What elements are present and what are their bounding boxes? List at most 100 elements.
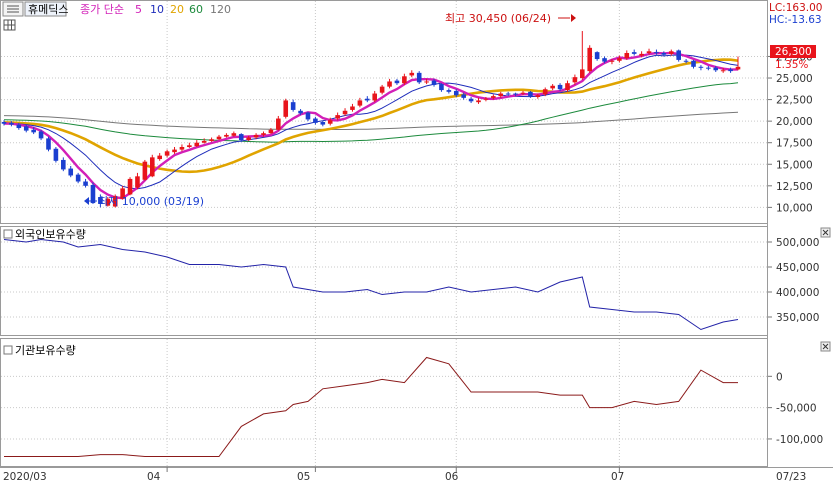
candle[interactable] xyxy=(187,142,192,148)
foreign-panel-toggle-icon[interactable] xyxy=(3,229,13,239)
candle[interactable] xyxy=(587,45,593,73)
candle[interactable] xyxy=(476,97,481,104)
candle[interactable] xyxy=(550,84,555,91)
candle[interactable] xyxy=(535,93,541,99)
institution-close-icon[interactable] xyxy=(820,341,831,352)
candle[interactable] xyxy=(290,99,296,112)
candle[interactable] xyxy=(372,90,378,103)
candle[interactable] xyxy=(246,135,251,141)
candle[interactable] xyxy=(357,97,363,108)
candle[interactable] xyxy=(698,65,704,71)
candle[interactable] xyxy=(283,98,289,119)
ma-period-10[interactable]: 10 xyxy=(150,3,164,16)
candle[interactable] xyxy=(439,83,444,92)
candle[interactable] xyxy=(468,96,474,104)
candle[interactable] xyxy=(305,111,311,122)
candle[interactable] xyxy=(520,90,526,96)
candle[interactable] xyxy=(542,87,548,97)
candle[interactable] xyxy=(105,197,111,207)
candle[interactable] xyxy=(238,133,244,142)
candle[interactable] xyxy=(127,177,133,196)
ma-period-60[interactable]: 60 xyxy=(189,3,203,16)
candle[interactable] xyxy=(98,194,103,208)
candle[interactable] xyxy=(142,159,148,181)
candle[interactable] xyxy=(609,59,615,65)
candle[interactable] xyxy=(120,185,125,200)
candle[interactable] xyxy=(164,149,170,158)
candle[interactable] xyxy=(557,83,563,91)
candle[interactable] xyxy=(691,59,696,69)
candle[interactable] xyxy=(617,55,622,63)
candle[interactable] xyxy=(261,131,266,137)
candle[interactable] xyxy=(639,51,644,58)
candle[interactable] xyxy=(431,78,437,87)
candle[interactable] xyxy=(194,140,200,148)
candle[interactable] xyxy=(298,109,303,116)
candle[interactable] xyxy=(16,122,22,130)
candle[interactable] xyxy=(46,136,51,152)
candle[interactable] xyxy=(9,121,14,127)
candle[interactable] xyxy=(713,65,719,72)
candle[interactable] xyxy=(1,120,7,126)
candle[interactable] xyxy=(706,65,711,71)
candle[interactable] xyxy=(216,134,222,141)
candle[interactable] xyxy=(157,153,162,161)
candle[interactable] xyxy=(379,84,385,95)
candle[interactable] xyxy=(172,147,177,154)
candle[interactable] xyxy=(327,117,333,126)
candle[interactable] xyxy=(528,90,533,98)
candle[interactable] xyxy=(350,103,355,112)
candle[interactable] xyxy=(75,172,81,184)
candle[interactable] xyxy=(342,108,348,116)
candle[interactable] xyxy=(572,74,578,85)
candle[interactable] xyxy=(112,194,118,208)
candle[interactable] xyxy=(646,48,652,55)
candle[interactable] xyxy=(209,137,214,142)
candle[interactable] xyxy=(61,157,66,172)
candle[interactable] xyxy=(461,92,466,100)
candle[interactable] xyxy=(654,49,659,55)
candle[interactable] xyxy=(683,59,689,64)
stock-name-box[interactable] xyxy=(24,1,67,17)
candle[interactable] xyxy=(602,56,607,64)
candle[interactable] xyxy=(661,51,667,57)
candle[interactable] xyxy=(565,80,570,92)
candle[interactable] xyxy=(631,49,637,56)
candle[interactable] xyxy=(446,88,452,94)
candle[interactable] xyxy=(224,133,229,138)
candle[interactable] xyxy=(313,116,318,125)
candle[interactable] xyxy=(728,67,733,73)
candle[interactable] xyxy=(268,128,274,135)
candle[interactable] xyxy=(402,73,407,85)
candle[interactable] xyxy=(135,172,140,190)
ma-period-20[interactable]: 20 xyxy=(170,3,184,16)
candle[interactable] xyxy=(320,121,326,127)
candle[interactable] xyxy=(409,70,415,78)
candle[interactable] xyxy=(387,78,392,89)
candle[interactable] xyxy=(364,96,370,103)
candle[interactable] xyxy=(624,50,630,60)
ma-period-5[interactable]: 5 xyxy=(135,3,142,16)
candle[interactable] xyxy=(179,144,185,152)
candle[interactable] xyxy=(676,49,681,62)
candle[interactable] xyxy=(416,71,422,85)
candle[interactable] xyxy=(38,129,44,141)
candle[interactable] xyxy=(83,178,88,188)
candle[interactable] xyxy=(505,91,511,97)
institution-panel-toggle-icon[interactable] xyxy=(3,345,13,355)
candle[interactable] xyxy=(23,124,29,133)
candle[interactable] xyxy=(253,133,259,140)
candle[interactable] xyxy=(483,96,489,102)
candle[interactable] xyxy=(201,138,207,144)
candle[interactable] xyxy=(498,91,504,98)
candle[interactable] xyxy=(335,112,340,121)
candle[interactable] xyxy=(90,182,96,204)
ma-period-120[interactable]: 120 xyxy=(210,3,231,16)
candle[interactable] xyxy=(735,56,741,71)
candle[interactable] xyxy=(31,127,36,135)
candle[interactable] xyxy=(594,51,600,61)
candle[interactable] xyxy=(231,131,237,137)
candle[interactable] xyxy=(580,31,585,80)
candle[interactable] xyxy=(491,94,496,100)
candle[interactable] xyxy=(276,115,281,131)
